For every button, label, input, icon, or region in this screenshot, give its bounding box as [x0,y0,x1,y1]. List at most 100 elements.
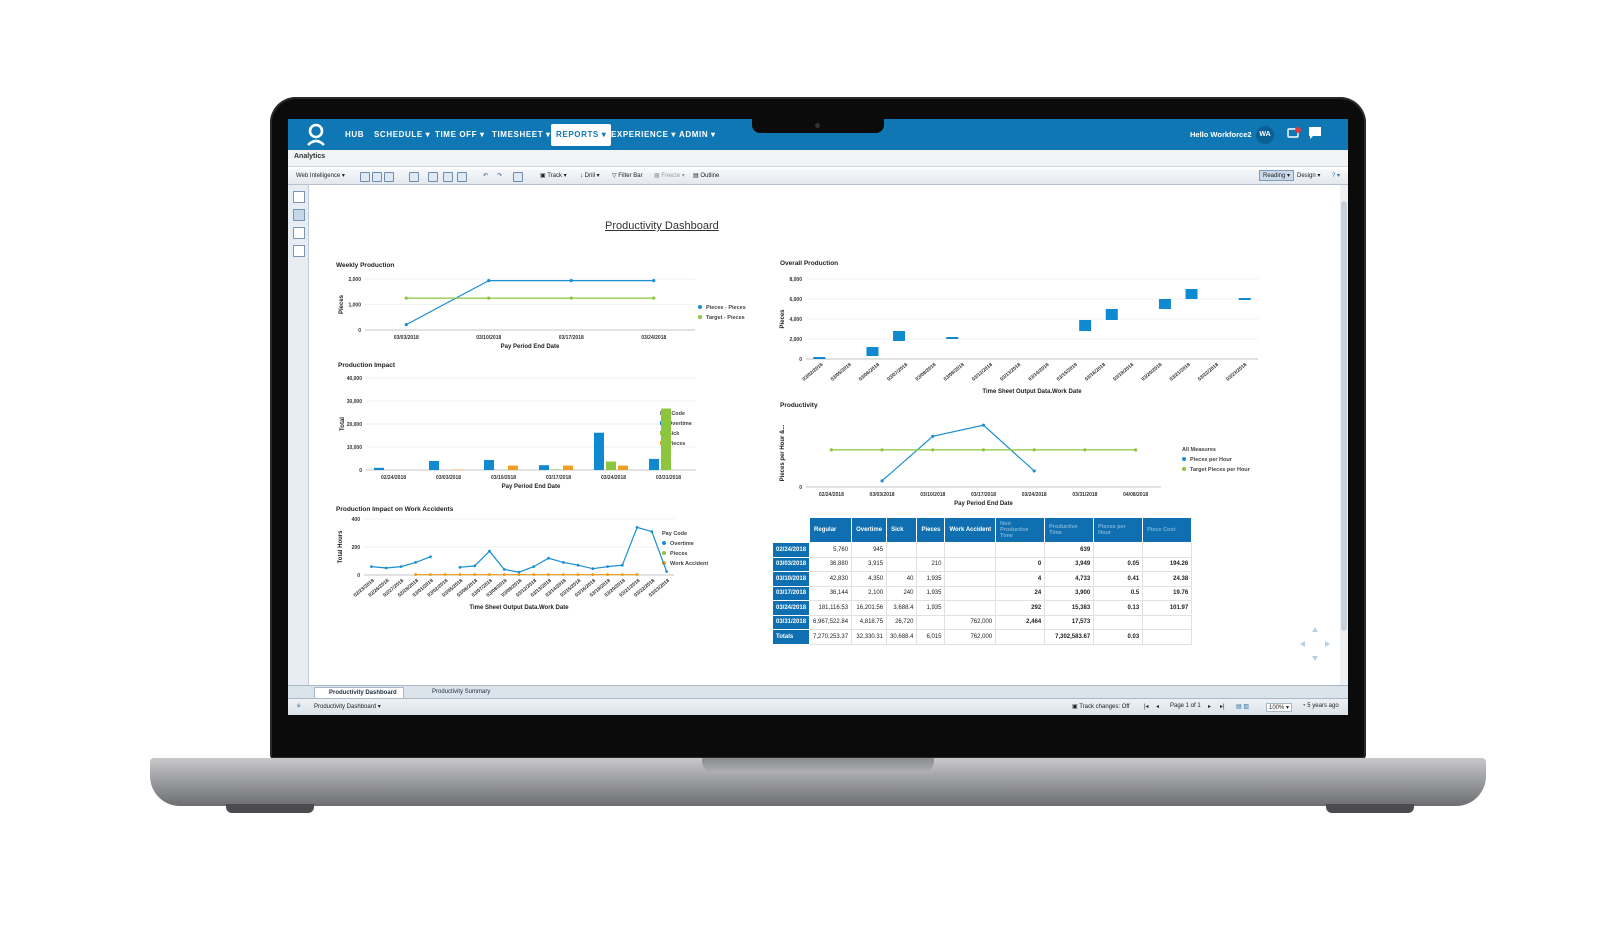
table-column-header[interactable]: Productive Time [1044,517,1095,543]
legend-title: Pay Code [660,411,685,417]
app-menu[interactable]: Web Intelligence ▾ [296,173,345,179]
refreshed-label: 5 years ago [1307,703,1339,709]
avatar[interactable]: WA [1256,126,1274,144]
outline-button[interactable]: ▤ Outline [693,173,720,179]
freeze-label: Freeze [661,173,681,179]
page-mode-icon[interactable]: ▤ ▥ [1236,704,1250,710]
filter-bar-button[interactable]: ▽ Filter Bar [612,173,643,179]
last-page-icon[interactable]: ▸| [1220,704,1225,710]
nav-experience[interactable]: EXPERIENCE ▾ [611,130,677,139]
track-changes-status[interactable]: ▣ Track changes: Off [1072,704,1130,710]
data-point [1134,448,1138,452]
table-cell [886,542,918,558]
x-tick-label: 03/06/2018 [858,362,881,383]
find-icon[interactable] [428,172,438,182]
tab-productivity-dashboard[interactable]: Productivity Dashboard [314,687,404,698]
next-page-icon[interactable]: ▸ [1208,704,1212,710]
new-doc-icon[interactable] [360,172,370,182]
open-folder-icon[interactable] [372,172,382,182]
x-tick-label: 03/03/2018 [870,492,895,498]
table-cell: 240 [886,585,918,601]
drill-label: Drill [584,173,596,179]
table-corner-cell [772,517,810,543]
track-button[interactable]: ▣ Track ▾ [540,173,567,179]
notifications-icon[interactable] [1287,127,1301,141]
table-cell: 292 [995,600,1046,616]
table-column-header[interactable]: Sick [886,517,918,543]
design-mode-button[interactable]: Design ▾ [1297,173,1321,179]
table-cell: 4,733 [1044,571,1095,587]
nav-hub[interactable]: HUB [345,130,365,139]
nav-reports[interactable]: REPORTS ▾ [551,124,612,146]
print-icon[interactable] [409,172,419,182]
help-icon[interactable]: ? ▾ [1332,173,1341,179]
table-column-header[interactable]: Pieces per Hour [1093,517,1144,543]
y-axis-title: Total [340,417,346,431]
legend-swatch [1182,467,1186,471]
undo-icon[interactable]: ↶ [483,173,489,179]
x-tick-label: 03/05/2018 [830,362,853,383]
nav-admin[interactable]: ADMIN ▾ [679,130,716,139]
zoom-label: 100% [1269,705,1285,711]
zoom-select[interactable]: 100% ▾ [1266,703,1293,712]
first-page-icon[interactable]: |◂ [1144,704,1149,710]
brand-logo-icon[interactable] [306,123,326,147]
input-controls-icon[interactable] [293,227,305,239]
table-column-header[interactable]: Regular [809,517,853,543]
scrollbar-thumb[interactable] [1341,201,1347,631]
report-selector[interactable]: Productivity Dashboard ▾ [314,704,381,710]
table-cell [1093,614,1144,630]
table-row: 03/31/2018 6,967,522.84 4,818.75 26,720 762,… [771,614,1193,630]
x-tick-label: 03/08/2018 [914,362,937,383]
chart-weekly-production: 0 1,000 2,000 03/03/2018 03/10/2018 03/17/201… [339,277,746,350]
table-row-header: 03/24/2018 [771,600,811,616]
save-icon[interactable] [384,172,394,182]
document-summary-icon[interactable] [293,191,305,203]
tab-productivity-summary[interactable]: Productivity Summary [432,689,491,695]
table-cell: 6,015 [916,629,946,645]
history-icon[interactable] [443,172,453,182]
x-tick-label: 02/24/2018 [819,492,844,498]
redo-icon[interactable]: ↷ [497,173,503,179]
table-cell: 36,880 [809,556,853,572]
y-tick-label: 400 [352,517,361,523]
table-cell: 42,830 [809,571,853,587]
legend-title: Pay Code [662,531,687,537]
x-tick-label: 03/10/2018 [476,335,501,341]
nav-schedule-label: SCHEDULE [374,130,423,139]
chat-icon[interactable] [1308,126,1322,140]
nav-schedule[interactable]: SCHEDULE ▾ [374,130,431,139]
breadcrumb: Analytics [288,150,1348,167]
table-cell [944,571,997,587]
pan-navigator-icon[interactable] [1298,625,1332,663]
table-cell: 15,383 [1044,600,1095,616]
export-icon[interactable] [457,172,467,182]
report-map-icon[interactable] [293,209,305,221]
x-tick-label: 03/19/2018 [1112,362,1135,383]
chart-title-productivity: Productivity [780,402,818,409]
nav-timesheet[interactable]: TIMESHEET ▾ [492,130,551,139]
x-axis-title: Pay Period End Date [954,501,1013,507]
x-tick-label: 03/12/2018 [971,362,994,383]
bar [429,460,439,470]
bar [946,337,959,339]
drill-button[interactable]: ↓ Drill ▾ [580,173,600,179]
freeze-button[interactable]: ▦ Freeze ▾ [654,173,685,179]
table-column-header[interactable]: Work Accident [944,517,997,543]
table-column-header[interactable]: Non Productive Time [995,517,1046,543]
bar [563,465,573,470]
reading-mode-button[interactable]: Reading ▾ [1259,170,1295,181]
table-cell [916,614,946,630]
panel-toggle-icon[interactable]: ⚘ [296,704,302,710]
table-column-header[interactable]: Piece Cost [1142,517,1193,543]
table-cell: 945 [851,542,888,558]
user-prompts-icon[interactable] [293,245,305,257]
table-column-header[interactable]: Overtime [851,517,888,543]
x-tick-label: 03/20/2018 [1140,362,1163,383]
y-tick-label: 0 [799,357,802,363]
prev-page-icon[interactable]: ◂ [1156,704,1160,710]
table-column-header[interactable]: Pieces [916,517,946,543]
nav-time-off[interactable]: TIME OFF ▾ [435,130,485,139]
chart-title-weekly: Weekly Production [336,262,395,269]
refresh-icon[interactable] [513,172,523,182]
